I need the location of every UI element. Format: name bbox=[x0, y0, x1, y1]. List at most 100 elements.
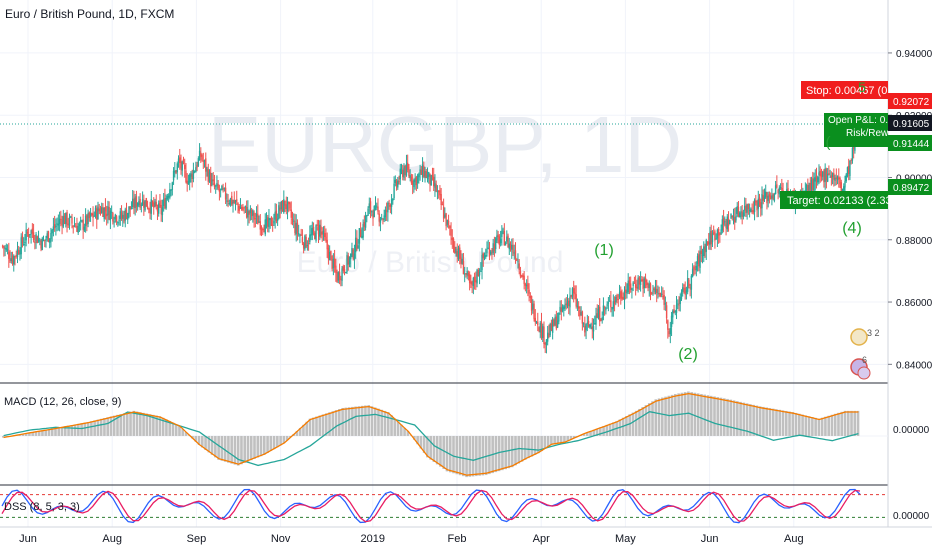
candle-body bbox=[47, 231, 50, 242]
candle-body bbox=[618, 292, 621, 298]
candle-body bbox=[851, 147, 854, 161]
candle-body bbox=[755, 200, 757, 203]
macd-histogram-bar bbox=[338, 409, 341, 436]
candle-body bbox=[96, 208, 98, 220]
long-position-tool[interactable]: Stop: 0.00467 (0. Open P&L: 0. Risk/Rew … bbox=[780, 81, 892, 209]
candle-body bbox=[148, 208, 150, 210]
candle-body bbox=[192, 169, 195, 179]
macd-histogram-bar bbox=[461, 435, 465, 477]
macd-histogram-bar bbox=[846, 410, 850, 436]
wave-label-5[interactable]: 5 bbox=[858, 79, 866, 95]
candle-body bbox=[572, 288, 575, 294]
candle-body bbox=[731, 215, 733, 218]
candle-body bbox=[229, 198, 232, 205]
macd-pane[interactable] bbox=[0, 391, 888, 478]
macd-histogram-bar bbox=[452, 435, 455, 474]
candle-body bbox=[705, 240, 707, 252]
candle-body bbox=[72, 225, 74, 227]
candle-body bbox=[327, 247, 330, 259]
wave-label-1[interactable]: (1) bbox=[594, 242, 614, 259]
candle-body bbox=[724, 221, 726, 223]
macd-legend: MACD (12, 26, close, 9) bbox=[4, 396, 121, 408]
candle-body bbox=[506, 236, 508, 242]
macd-histogram-bar bbox=[824, 416, 827, 436]
flag-eu-icon-2[interactable] bbox=[857, 366, 871, 380]
candle-body bbox=[487, 247, 489, 249]
candle-body bbox=[696, 256, 699, 264]
candle-body bbox=[19, 253, 21, 255]
macd-histogram-bar bbox=[788, 411, 791, 436]
candle-body bbox=[341, 268, 343, 281]
candle-body bbox=[188, 174, 191, 183]
candle-body bbox=[477, 270, 480, 277]
candle-body bbox=[25, 229, 27, 241]
candle-body bbox=[218, 189, 221, 192]
macd-histogram-bar bbox=[135, 411, 139, 436]
candlestick-series[interactable] bbox=[1, 127, 859, 354]
candle-body bbox=[304, 235, 306, 250]
candle-body bbox=[410, 176, 413, 183]
macd-histogram-bar bbox=[161, 417, 165, 436]
candle-body bbox=[187, 181, 190, 185]
candle-body bbox=[431, 175, 434, 178]
candle-body bbox=[92, 213, 94, 218]
wave-label-4[interactable]: (4) bbox=[842, 220, 862, 237]
candle-body bbox=[409, 175, 411, 179]
macd-histogram-bar bbox=[507, 435, 511, 469]
symbol-title[interactable]: Euro / British Pound, 1D, FXCM bbox=[5, 7, 174, 21]
candle-body bbox=[237, 203, 239, 206]
target-price-label: 0.89472 bbox=[893, 183, 930, 194]
candle-body bbox=[741, 211, 743, 217]
candle-body bbox=[814, 177, 816, 182]
candle-body bbox=[419, 169, 421, 174]
time-tick-label: Aug bbox=[784, 533, 804, 545]
candle-body bbox=[378, 213, 380, 222]
candle-body bbox=[577, 306, 580, 309]
event-flag-icons[interactable]: 3 2 6 bbox=[850, 328, 880, 380]
candle-body bbox=[71, 217, 73, 224]
macd-histogram-bar bbox=[429, 435, 432, 460]
candle-body bbox=[492, 243, 494, 254]
candle-body bbox=[172, 170, 175, 181]
wave-label-3[interactable]: ( bbox=[826, 134, 831, 151]
macd-histogram-bar bbox=[31, 432, 34, 436]
candle-body bbox=[353, 253, 356, 260]
candle-body bbox=[524, 283, 527, 286]
target-box[interactable] bbox=[780, 191, 888, 209]
candle-body bbox=[79, 220, 82, 222]
candle-body bbox=[762, 195, 764, 201]
candle-body bbox=[398, 181, 400, 183]
candle-body bbox=[805, 185, 808, 192]
macd-histogram-bar bbox=[197, 435, 201, 446]
candle-body bbox=[677, 303, 679, 305]
open-pl-box[interactable] bbox=[824, 113, 888, 147]
candle-body bbox=[361, 235, 363, 239]
candle-body bbox=[91, 213, 93, 216]
macd-histogram-bar bbox=[811, 417, 814, 436]
macd-histogram-bar bbox=[354, 406, 357, 436]
macd-histogram-bar bbox=[246, 435, 250, 462]
candle-body bbox=[390, 199, 393, 207]
candle-body bbox=[114, 214, 117, 220]
wave-label-2[interactable]: (2) bbox=[678, 346, 698, 363]
candle-body bbox=[122, 214, 124, 219]
candle-body bbox=[276, 218, 279, 221]
candle-body bbox=[99, 211, 102, 214]
macd-histogram-bar bbox=[794, 412, 798, 436]
candle-body bbox=[21, 235, 24, 244]
candle-body bbox=[462, 260, 465, 275]
candle-body bbox=[717, 228, 720, 236]
candle-body bbox=[430, 175, 432, 186]
candle-body bbox=[735, 216, 737, 221]
candle-body bbox=[846, 167, 849, 176]
flag-gb-icon[interactable] bbox=[850, 328, 868, 346]
time-axis[interactable]: Jun Aug Sep Nov 2019 Feb Apr May Jun Aug bbox=[19, 533, 803, 545]
candle-body bbox=[150, 199, 152, 214]
macd-histogram-bar bbox=[654, 399, 658, 436]
candle-body bbox=[496, 235, 498, 241]
stoch-pane[interactable] bbox=[0, 488, 888, 524]
candle-body bbox=[649, 283, 652, 295]
candle-body bbox=[570, 295, 572, 297]
stop-box[interactable] bbox=[801, 81, 888, 99]
